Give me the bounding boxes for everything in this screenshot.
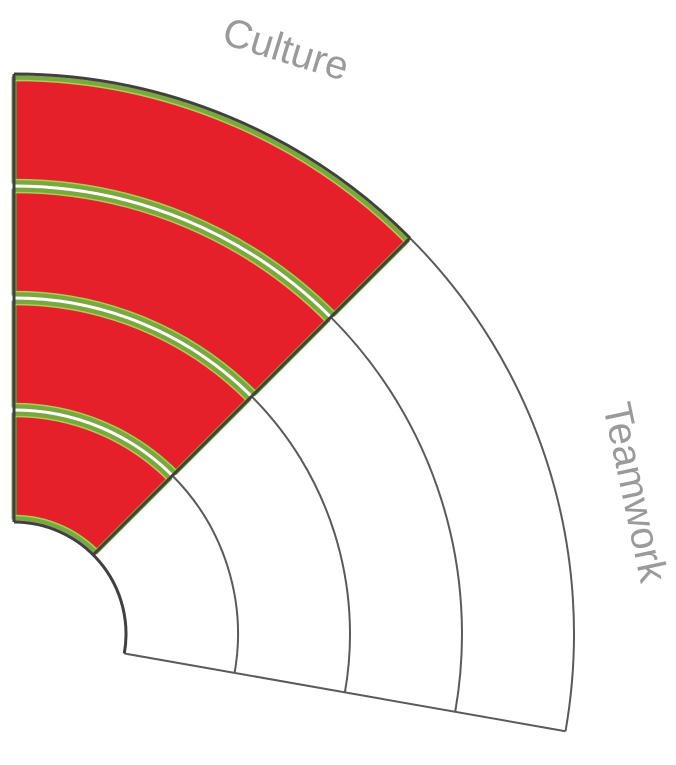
hub-arc [13, 520, 128, 654]
culture-sector [11, 75, 410, 555]
culture-outer-arc [13, 72, 412, 240]
teamwork-label: Teamwork [594, 399, 675, 587]
teamwork-bottom-edge [124, 652, 566, 733]
teamwork-ring-1 [171, 474, 239, 674]
teamwork-ring-3 [330, 316, 463, 712]
teamwork-sector [124, 237, 575, 733]
culture-label: Culture [218, 10, 354, 90]
teamwork-level-3 [252, 317, 462, 712]
teamwork-ring-2 [250, 395, 352, 693]
teamwork-level-4 [331, 238, 574, 731]
teamwork-ring-4 [409, 237, 575, 732]
sector-divider [92, 236, 412, 556]
diagram-outline [12, 72, 412, 654]
